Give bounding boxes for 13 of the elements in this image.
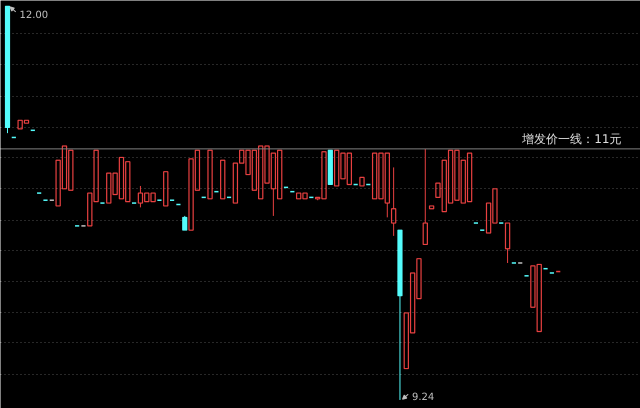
annotation: 12.00 bbox=[20, 10, 48, 22]
annotation: 9.24 bbox=[412, 392, 434, 403]
candlestick bbox=[328, 150, 333, 186]
candlestick bbox=[422, 148, 428, 246]
candlestick bbox=[163, 171, 168, 207]
ref-line-label: 增发价一线：11元 bbox=[521, 132, 622, 146]
candlestick bbox=[397, 230, 403, 400]
candlestick bbox=[220, 160, 226, 200]
candlestick bbox=[390, 166, 396, 236]
candlestick bbox=[359, 176, 365, 187]
candlestick bbox=[504, 222, 510, 264]
candlestick bbox=[428, 205, 434, 210]
candlestick bbox=[207, 150, 213, 200]
